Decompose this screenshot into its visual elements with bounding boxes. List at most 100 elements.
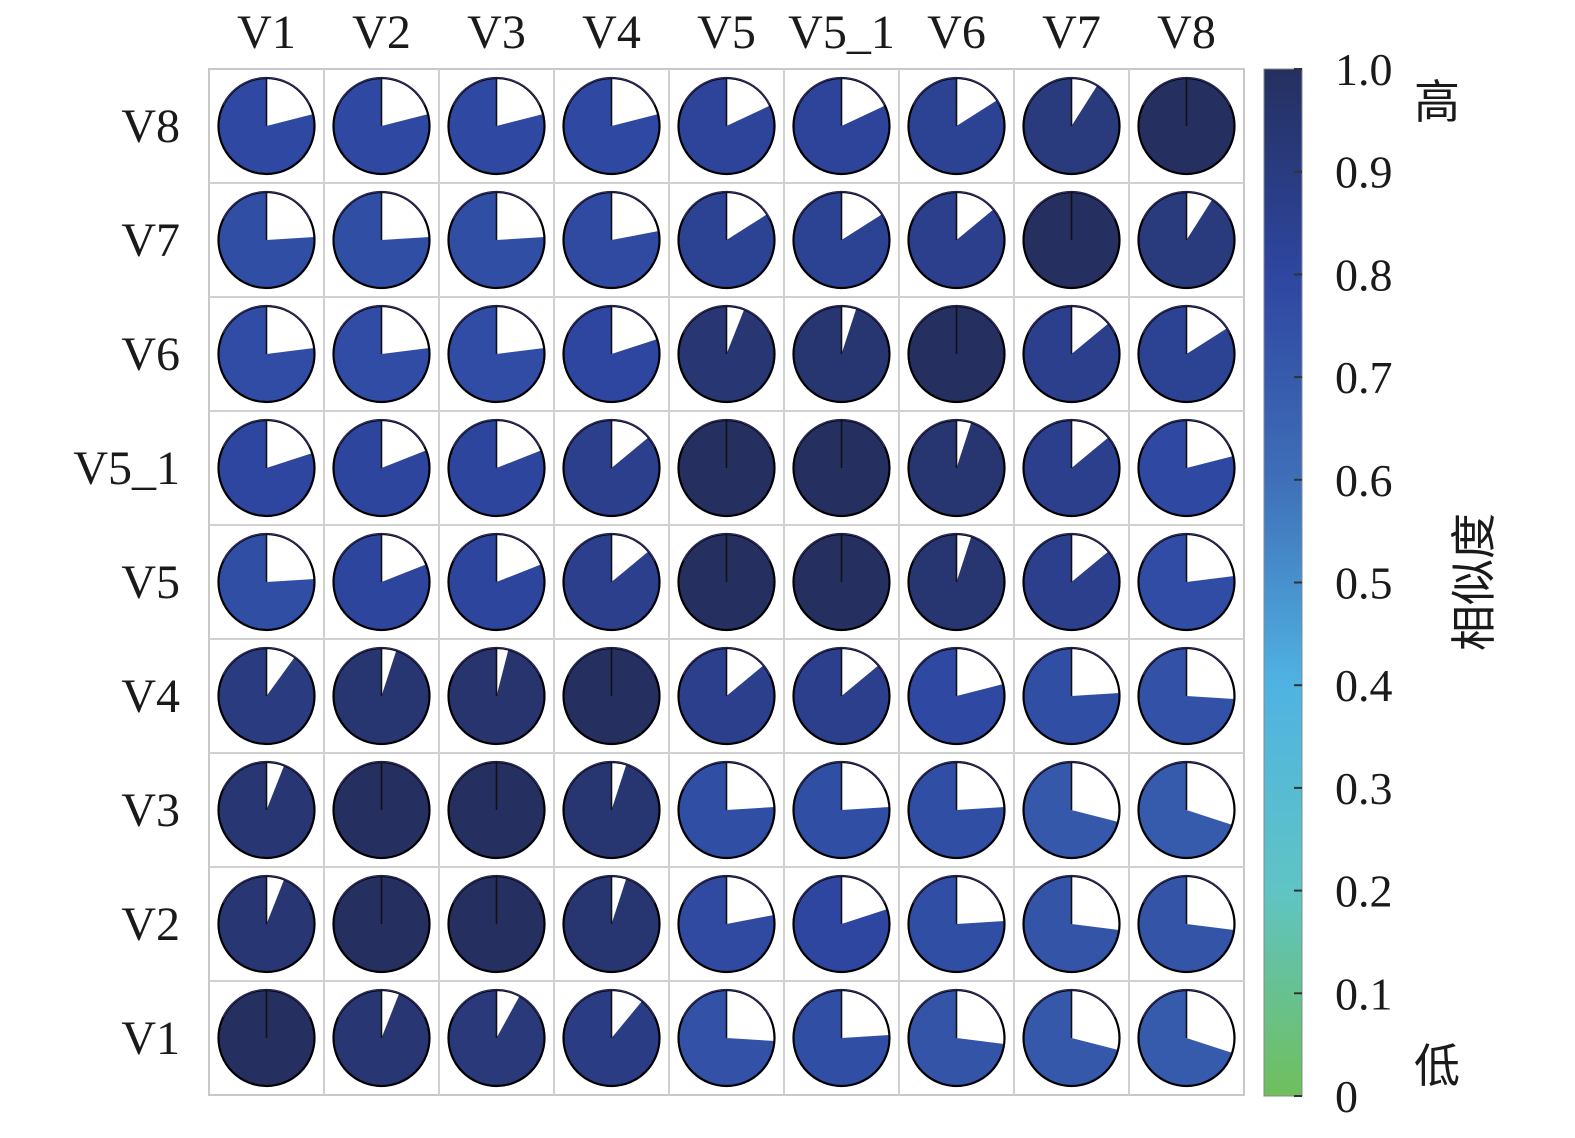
- colorbar-tick-label: 0.5: [1335, 558, 1393, 609]
- pie-cell: [1137, 760, 1236, 860]
- pie-rim-highlight: [797, 647, 886, 676]
- pie-cell: [447, 190, 546, 290]
- pie-rim-highlight: [222, 77, 311, 106]
- colorbar-tick-label: 0.2: [1335, 866, 1393, 917]
- pie-rim-highlight: [682, 875, 771, 904]
- pie-cell: [907, 418, 1006, 518]
- pie-rim-highlight: [222, 533, 311, 562]
- pie-cell: [217, 874, 316, 974]
- y-axis-label: V6: [121, 328, 180, 381]
- pie-cell: [792, 418, 891, 518]
- x-axis-label: V5: [697, 6, 756, 59]
- colorbar-tick-label: 0.3: [1335, 763, 1393, 814]
- pie-rim-highlight: [452, 647, 541, 676]
- pie-cell: [1022, 418, 1121, 518]
- pie-rim-highlight: [337, 989, 426, 1018]
- pie-rim-highlight: [567, 191, 656, 220]
- pie-cell: [332, 988, 431, 1088]
- pie-rim-highlight: [337, 191, 426, 220]
- pie-rim-highlight: [222, 761, 311, 790]
- pie-cell: [332, 874, 431, 974]
- pie-rim-highlight: [1027, 533, 1116, 562]
- pie-cell: [1137, 874, 1236, 974]
- y-axis-label: V3: [121, 784, 180, 837]
- pie-cell: [447, 874, 546, 974]
- x-axis-label: V6: [927, 6, 986, 59]
- colorbar-tick-label: 0.6: [1335, 455, 1393, 506]
- colorbar: 0 0.1 0.2 0.3 0.4 0.5 0.6 0.7 0.8 0.9 1.0 高 低 相似度: [1263, 44, 1501, 1122]
- pie-rim-highlight: [337, 761, 426, 790]
- pie-rim-highlight: [222, 419, 311, 448]
- pie-cell: [217, 304, 316, 404]
- pie-rim-highlight: [567, 77, 656, 106]
- y-axis-label: V1: [121, 1012, 180, 1065]
- pie-rim-highlight: [1027, 875, 1116, 904]
- pie-rim-highlight: [1027, 989, 1116, 1018]
- pie-cell: [1022, 646, 1121, 746]
- pie-rim-highlight: [452, 989, 541, 1018]
- y-axis-label: V5_1: [73, 442, 180, 495]
- pie-rim-highlight: [912, 305, 1001, 334]
- pie-rim-highlight: [797, 533, 886, 562]
- x-axis-label: V2: [352, 6, 411, 59]
- pie-rim-highlight: [222, 305, 311, 334]
- pie-cell: [562, 418, 661, 518]
- pie-rim-highlight: [452, 875, 541, 904]
- pie-rim-highlight: [567, 875, 656, 904]
- pie-rim-highlight: [1142, 77, 1231, 106]
- x-axis-label: V4: [582, 6, 641, 59]
- pie-cell: [217, 532, 316, 632]
- x-axis-label: V5_1: [788, 6, 895, 59]
- pie-rim-highlight: [797, 419, 886, 448]
- pie-cell: [562, 304, 661, 404]
- pie-cell: [907, 532, 1006, 632]
- pie-cell: [332, 304, 431, 404]
- pie-rim-highlight: [912, 647, 1001, 676]
- pie-cell: [332, 418, 431, 518]
- pie-rim-highlight: [682, 533, 771, 562]
- pie-rim-highlight: [222, 191, 311, 220]
- colorbar-tick-label: 0.4: [1335, 660, 1393, 711]
- pie-cell: [792, 190, 891, 290]
- pie-cell: [447, 418, 546, 518]
- pie-rim-highlight: [452, 419, 541, 448]
- pie-cell: [1022, 874, 1121, 974]
- pie-cell: [1137, 76, 1236, 176]
- pie-cell: [1022, 532, 1121, 632]
- pie-rim-highlight: [1142, 419, 1231, 448]
- pie-rim-highlight: [567, 647, 656, 676]
- pie-cell: [217, 418, 316, 518]
- pie-rim-highlight: [567, 305, 656, 334]
- pie-rim-highlight: [452, 77, 541, 106]
- pie-cell: [1137, 646, 1236, 746]
- pie-cell: [1022, 76, 1121, 176]
- pie-rim-highlight: [1027, 191, 1116, 220]
- pie-rim-highlight: [682, 647, 771, 676]
- colorbar-tick-label: 0.1: [1335, 968, 1393, 1019]
- pie-cell: [332, 532, 431, 632]
- pie-rim-highlight: [797, 875, 886, 904]
- pie-cell: [677, 874, 776, 974]
- pie-rim-highlight: [912, 875, 1001, 904]
- pie-cell: [907, 190, 1006, 290]
- pie-cell: [217, 646, 316, 746]
- pie-cell: [217, 76, 316, 176]
- pie-cell: [792, 76, 891, 176]
- colorbar-high-label: 高: [1414, 75, 1460, 129]
- pie-cell: [447, 532, 546, 632]
- pie-slice: [1138, 990, 1233, 1086]
- pie-rim-highlight: [912, 191, 1001, 220]
- pie-rim-highlight: [452, 191, 541, 220]
- pie-rim-highlight: [682, 77, 771, 106]
- pie-rim-highlight: [912, 419, 1001, 448]
- pie-rim-highlight: [682, 191, 771, 220]
- pie-rim-highlight: [1142, 875, 1231, 904]
- pie-rim-highlight: [222, 875, 311, 904]
- pie-cell: [677, 532, 776, 632]
- pie-cell: [907, 874, 1006, 974]
- pie-rim-highlight: [567, 419, 656, 448]
- pie-cell: [677, 646, 776, 746]
- x-axis-label: V8: [1157, 6, 1216, 59]
- colorbar-tick-label: 0.7: [1335, 352, 1393, 403]
- pie-cell: [447, 304, 546, 404]
